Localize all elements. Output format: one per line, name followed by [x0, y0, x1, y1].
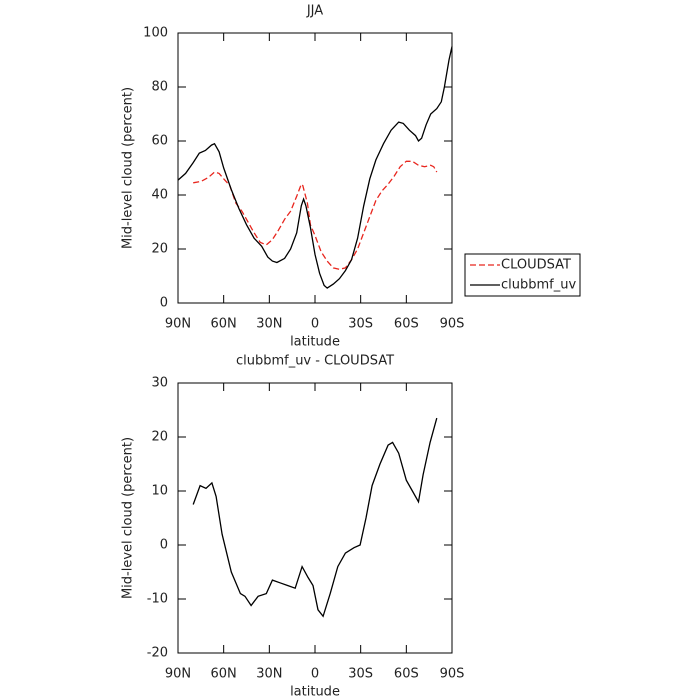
x-tick-label: 30S: [348, 317, 373, 332]
data-line: [192, 417, 438, 618]
y-tick-label: 20: [151, 242, 168, 257]
y-tick-label: 0: [160, 296, 168, 311]
y-tick-label: -20: [147, 646, 168, 661]
x-axis-label: latitude: [290, 685, 340, 700]
legend-label: clubbmf_uv: [501, 278, 576, 293]
y-tick-label: 20: [151, 430, 168, 445]
y-tick-label: 10: [151, 484, 168, 499]
y-tick-label: 80: [151, 80, 168, 95]
x-tick-label: 90S: [440, 317, 465, 332]
y-tick-label: 60: [151, 134, 168, 149]
x-tick-label: 90S: [440, 667, 465, 682]
plot-frame: [177, 32, 453, 304]
x-tick-label: 90N: [165, 317, 191, 332]
x-tick-label: 30N: [256, 667, 282, 682]
y-tick-label: 0: [160, 538, 168, 553]
x-tick-label: 60N: [211, 317, 237, 332]
x-tick-label: 0: [311, 317, 319, 332]
data-line: [177, 46, 453, 289]
chart-title: JJA: [306, 4, 323, 19]
y-tick-label: -10: [147, 592, 168, 607]
chart-title: clubbmf_uv - CLOUDSAT: [236, 354, 394, 369]
x-tick-label: 60S: [394, 667, 419, 682]
x-tick-label: 30S: [348, 667, 373, 682]
x-tick-label: 0: [311, 667, 319, 682]
y-tick-label: 40: [151, 188, 168, 203]
legend-box: [464, 253, 581, 297]
y-tick-label: 30: [151, 376, 168, 391]
x-axis-label: latitude: [290, 335, 340, 350]
x-tick-label: 30N: [256, 317, 282, 332]
legend-label: CLOUDSAT: [501, 258, 571, 273]
x-tick-label: 60N: [211, 667, 237, 682]
y-axis-label: Mid-level cloud (percent): [121, 87, 136, 249]
x-tick-label: 60S: [394, 317, 419, 332]
y-tick-label: 100: [143, 26, 168, 41]
plot-frame: [177, 382, 453, 654]
x-tick-label: 90N: [165, 667, 191, 682]
y-axis-label: Mid-level cloud (percent): [121, 437, 136, 599]
